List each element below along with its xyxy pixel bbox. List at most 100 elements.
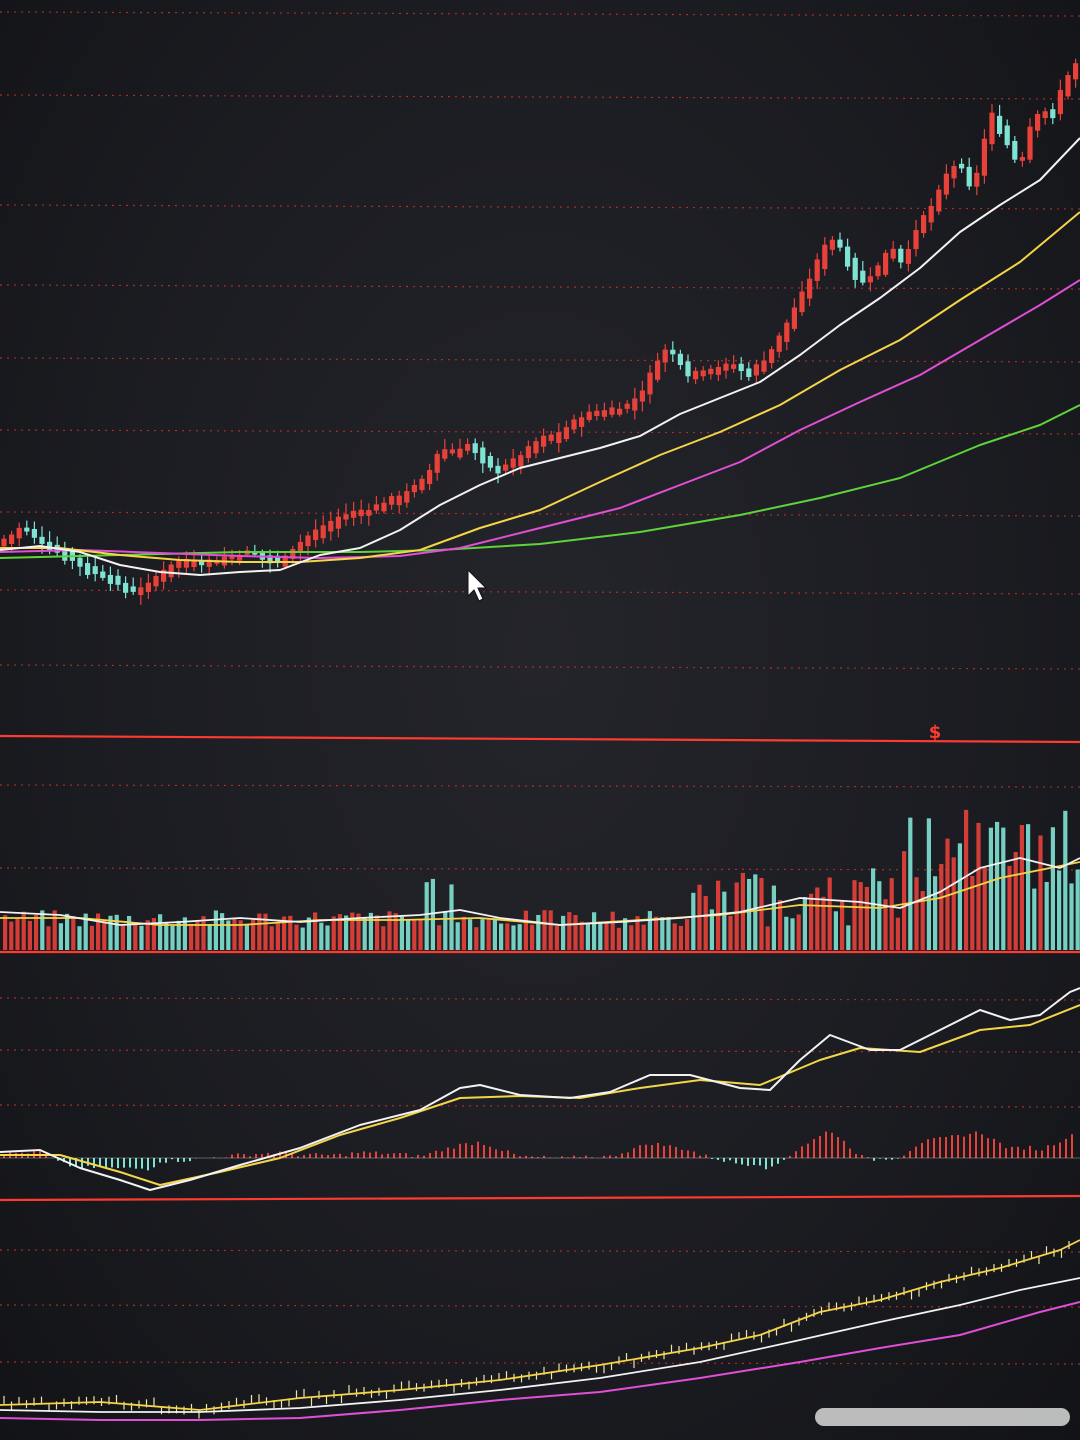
candle-body (845, 246, 851, 267)
volume-bar (976, 822, 981, 950)
macd-dif-line (0, 987, 1080, 1191)
candle-body (199, 560, 205, 566)
volume-bar (722, 891, 727, 950)
grid-line (0, 204, 1080, 210)
volume-bar (703, 895, 708, 950)
volume-bar (1032, 888, 1037, 950)
volume-bar (585, 923, 590, 950)
candle-body (974, 172, 980, 187)
volume-bar (170, 925, 175, 950)
candle-body (153, 575, 159, 587)
volume-bar (294, 924, 299, 950)
volume-bar (288, 915, 293, 950)
candle-body (860, 270, 866, 283)
volume-bar (325, 925, 330, 950)
candle-body (867, 276, 873, 283)
indicator-d-line (0, 1277, 1080, 1413)
volume-bar (635, 916, 640, 950)
volume-bar (151, 918, 156, 950)
grid-line (0, 784, 1080, 788)
candle-body (1004, 125, 1010, 146)
candle-body (746, 368, 752, 377)
volume-bar (344, 915, 349, 950)
candle-body (206, 559, 212, 567)
candle-body (9, 534, 15, 544)
volume-bar (306, 917, 311, 950)
volume-bar (486, 918, 491, 950)
volume-bar (846, 925, 851, 950)
volume-bar (15, 917, 20, 950)
volume-bar (1050, 827, 1055, 950)
volume-bar (536, 914, 541, 950)
panel-separators (0, 734, 1080, 1202)
volume-bar (951, 857, 956, 950)
candle-body (24, 527, 30, 532)
candle-body (1, 538, 7, 547)
candle-body (738, 363, 744, 372)
candle-body (624, 403, 630, 409)
candle-body (959, 163, 965, 169)
grid-line (0, 94, 1080, 100)
volume-bar (771, 885, 776, 950)
candle-body (427, 470, 433, 484)
volume-bar (542, 910, 547, 950)
volume-bar (368, 912, 373, 950)
volume-bar (1019, 824, 1024, 950)
candle-body (123, 582, 129, 593)
volume-bar (164, 922, 169, 950)
volume-bar (9, 921, 14, 950)
candle-body (381, 502, 387, 512)
grid-line (0, 1361, 1080, 1365)
candle-body (161, 569, 167, 582)
volume-bar (945, 838, 950, 950)
volume-ma-fast-line (0, 857, 1080, 926)
volume-bar (511, 925, 516, 950)
candle-body (480, 447, 486, 464)
grid-line (0, 357, 1080, 363)
candle-body (130, 586, 136, 592)
candle-body (335, 516, 341, 529)
volume-bar (399, 916, 404, 950)
volume-bar (319, 922, 324, 950)
volume-bar (629, 925, 634, 950)
candle-body (533, 441, 539, 454)
grid-line (0, 511, 1080, 517)
volume-bar (616, 927, 621, 950)
volume-bar (424, 882, 429, 950)
candle-body (579, 417, 585, 427)
grid-line (0, 997, 1080, 1001)
volume-bar (492, 918, 497, 950)
volume-bar (127, 915, 132, 950)
volume-bar (926, 818, 931, 950)
volume-bar (83, 913, 88, 950)
volume-bar (1069, 883, 1074, 950)
candle-body (921, 215, 927, 234)
volume-bar (139, 925, 144, 950)
volume-bar (313, 912, 318, 950)
volume-bar (71, 916, 76, 950)
candle-body (662, 349, 668, 363)
candle-body (563, 427, 569, 440)
volume-bar (957, 843, 962, 950)
volume-bar (970, 875, 975, 950)
volume-bar (201, 916, 206, 950)
volume-bar (660, 917, 665, 950)
volume-bar (982, 867, 987, 950)
candle-body (883, 252, 889, 275)
candle-body (229, 554, 235, 560)
volume-bar (34, 914, 39, 950)
volume-bar (275, 923, 280, 950)
candle-body (670, 349, 676, 355)
volume-bar (809, 893, 814, 950)
volume-bar (461, 916, 466, 950)
grid-line (0, 1104, 1080, 1108)
candle-body (62, 548, 68, 561)
candle-body (1073, 63, 1079, 80)
volume-bar (964, 809, 969, 950)
candle-body (989, 112, 995, 145)
volume-bar (883, 899, 888, 950)
candle-body (708, 368, 714, 375)
candle-body (731, 364, 737, 369)
volume-bar (517, 924, 522, 950)
